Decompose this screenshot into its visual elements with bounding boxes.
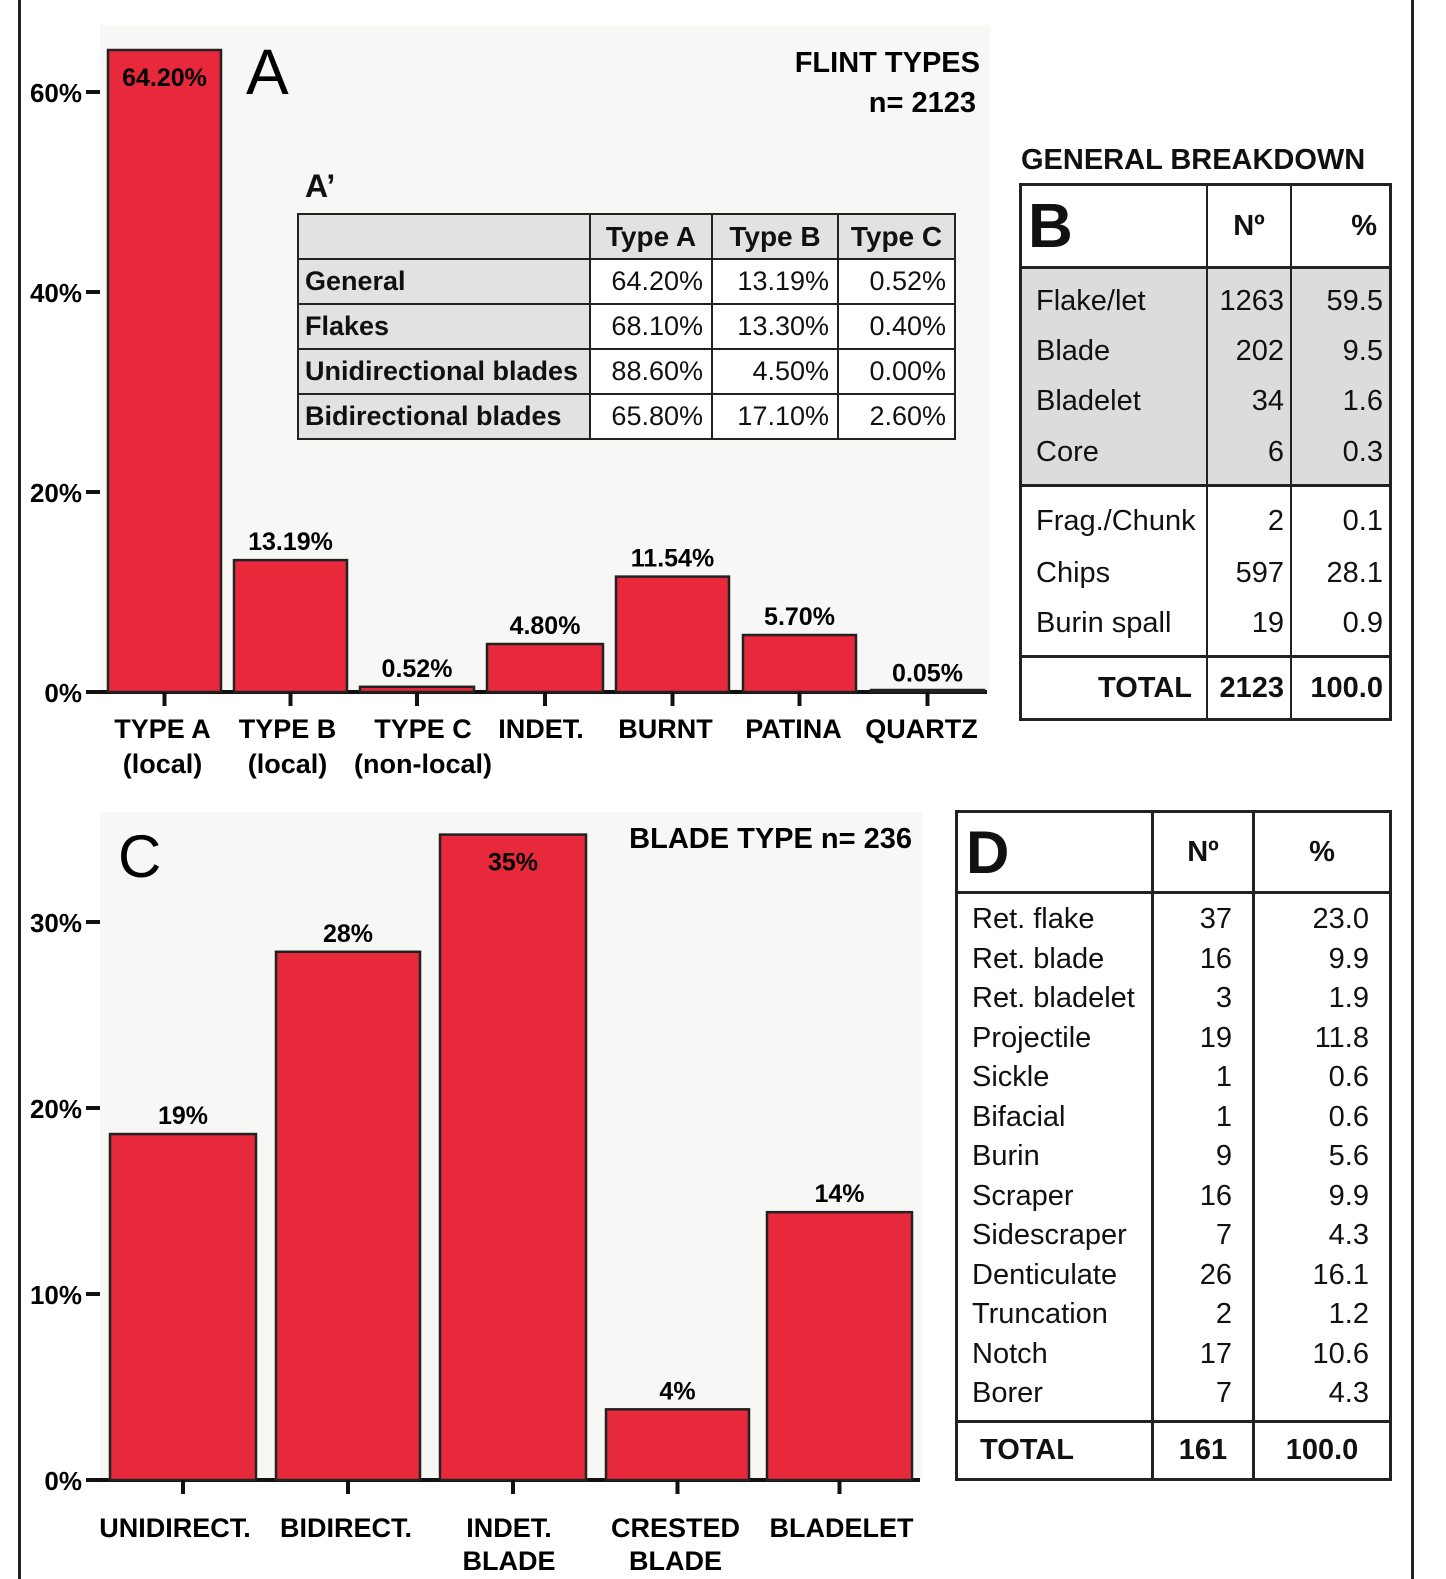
table-row: Denticulate 26 16.1 [955,1255,1392,1295]
x-tick-label: TYPE B [239,714,337,744]
inset-table-row: Bidirectional blades 65.80% 17.10% 2.60% [297,393,956,440]
bar-value-label: 4.80% [510,612,581,640]
panel-letter-c: C [118,823,161,890]
x-tick-label: (local) [248,749,328,779]
x-tick-label: (local) [123,749,203,779]
table-d-total-row: TOTAL 161 100.0 [955,1419,1392,1479]
x-tick-label: TYPE C [374,714,472,744]
inset-table-label: A’ [305,168,336,204]
bar [604,1408,751,1482]
bar [232,558,349,694]
table-row: Scraper 16 9.9 [955,1176,1392,1216]
x-tick-label: BLADELET [770,1513,914,1543]
inset-table-a-prime: Type A Type B Type C General 64.20% 13.1… [297,213,956,440]
table-row: Bifacial 1 0.6 [955,1097,1392,1137]
y-tick-label: 20% [30,478,82,508]
table-row: Bladelet 34 1.6 [1019,376,1392,426]
y-tick-label: 0% [44,678,82,708]
x-tick-label: PATINA [745,714,842,744]
table-row: Chips 597 28.1 [1019,549,1392,597]
bar-value-label: 13.19% [248,528,333,556]
y-tick-label: 10% [30,1280,82,1310]
bar-value-label: 19% [158,1102,208,1130]
figure-frame [18,0,1414,1579]
bar-value-label: 0.05% [892,660,963,688]
table-row: Flake/let 1263 59.5 [1019,267,1392,327]
x-tick-label: INDET. [466,1513,552,1543]
x-tick-label: INDET. [498,714,584,744]
inset-table-row: Flakes 68.10% 13.30% 0.40% [297,303,956,350]
table-row: Core 6 0.3 [1019,426,1392,486]
y-tick-label: 30% [30,908,82,938]
table-row: Ret. blade 16 9.9 [955,939,1392,979]
table-row: Truncation 2 1.2 [955,1295,1392,1335]
table-d-tool-types: D Nº % Ret. flake 37 23.0 Ret. blade 16 9.9 … [955,810,1392,1481]
bar [438,833,588,1482]
inset-col-type-b: Type B [711,213,839,260]
table-row: Ret. bladelet 3 1.9 [955,979,1392,1019]
y-tick-label: 0% [44,1466,82,1496]
table-row: Burin spall 19 0.9 [1019,597,1392,657]
table-d-header: D Nº % [955,811,1392,894]
x-tick-label: BLADE [629,1546,722,1576]
table-row: Frag./Chunk 2 0.1 [1019,484,1392,549]
bar-value-label: 4% [659,1377,695,1405]
chart-a-subtitle: n= 2123 [869,87,976,119]
bar-value-label: 11.54% [631,545,714,573]
x-tick-label: TYPE A [114,714,211,744]
inset-col-type-c: Type C [837,213,956,260]
chart-a-flint-types: 0% 20% 40% 60% 64.20% TYPE A (local) 13.19% TYPE… [30,36,987,779]
inset-table-header: Type A Type B Type C [297,213,956,260]
inset-table-row: General 64.20% 13.19% 0.52% [297,258,956,305]
bar [614,575,731,694]
x-tick-label: QUARTZ [865,714,977,744]
table-row: Borer 7 4.3 [955,1374,1392,1421]
y-tick-label: 60% [30,78,82,108]
x-tick-label: CRESTED [611,1513,740,1543]
bar [765,1210,914,1482]
bar [274,950,422,1482]
bar-value-label: 35% [488,849,538,877]
table-row: Sickle 1 0.6 [955,1058,1392,1098]
bar-value-label: 0.52% [382,655,453,683]
bar-value-label: 64.20% [122,64,207,92]
table-row: Projectile 19 11.8 [955,1018,1392,1058]
x-tick-label: BURNT [618,714,713,744]
table-row: Ret. flake 37 23.0 [955,892,1392,940]
table-b-header: B Nº % [1019,184,1392,269]
panel-letter-a: A [246,36,289,108]
y-tick-label: 20% [30,1094,82,1124]
table-row: Sidescraper 7 4.3 [955,1216,1392,1256]
bar-value-label: 14% [814,1180,864,1208]
table-b-heading: GENERAL BREAKDOWN [1021,144,1366,176]
chart-c-title: BLADE TYPE n= 236 [629,823,912,855]
x-tick-label: (non-local) [354,749,492,779]
table-row: Burin 9 5.6 [955,1137,1392,1177]
bar [741,633,858,694]
x-tick-label: BIDIRECT. [280,1513,412,1543]
inset-col-type-a: Type A [589,213,713,260]
table-row: Blade 202 9.5 [1019,327,1392,376]
bar [106,48,223,694]
table-row: Notch 17 10.6 [955,1334,1392,1374]
x-tick-label: BLADE [463,1546,556,1576]
bar-value-label: 28% [323,920,373,948]
table-d-letter: D [955,811,1154,894]
bar-value-label: 5.70% [764,603,835,631]
y-tick-label: 40% [30,278,82,308]
table-b-general-breakdown: B Nº % Flake/let 1263 59.5 Blade 202 9.5… [1019,183,1392,721]
x-tick-label: UNIDIRECT. [99,1513,251,1543]
inset-table-row: Unidirectional blades 88.60% 4.50% 0.00% [297,348,956,395]
table-b-total-row: TOTAL 2123 100.0 [1019,655,1392,720]
chart-a-title: FLINT TYPES [795,47,980,79]
table-b-letter: B [1019,184,1208,269]
bar [108,1132,258,1482]
